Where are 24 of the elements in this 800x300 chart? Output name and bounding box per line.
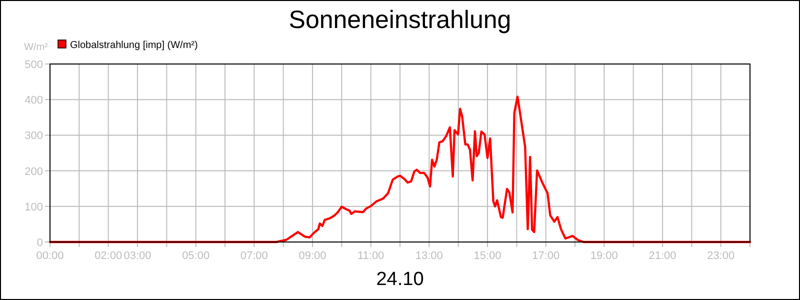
x-tick-label: 19:00 <box>590 250 618 262</box>
y-tick-label: 400 <box>24 94 43 107</box>
y-tick-label: 500 <box>24 59 43 71</box>
x-tick-label: 09:00 <box>298 250 326 262</box>
x-tick-label: 15:00 <box>474 250 502 262</box>
x-tick-label: 17:00 <box>532 250 560 262</box>
x-tick-label: 00:00 <box>36 250 64 262</box>
line-series <box>48 96 752 244</box>
x-tick-label: 03:00 <box>124 250 152 262</box>
x-axis-title: 24.10 <box>376 269 424 290</box>
x-tick-label: 07:00 <box>240 250 268 262</box>
x-tick-label: 05:00 <box>182 250 210 262</box>
x-tick-label: 21:00 <box>648 250 676 262</box>
x-tick-label: 02:00 <box>94 250 122 262</box>
y-tick-label: 300 <box>24 130 43 142</box>
y-tick-label: 200 <box>24 166 43 178</box>
y-tick-label: 0 <box>36 237 43 249</box>
x-tick-label: 23:00 <box>707 250 735 262</box>
x-tick-label: 13:00 <box>415 250 443 262</box>
chart-title: Sonneneinstrahlung <box>288 6 512 34</box>
legend-label: Globalstrahlung [imp] (W/m²) <box>70 40 198 51</box>
y-tick-label: 100 <box>24 201 43 214</box>
y-axis-title: W/m² <box>24 42 49 53</box>
x-tick-label: 11:00 <box>357 250 384 262</box>
